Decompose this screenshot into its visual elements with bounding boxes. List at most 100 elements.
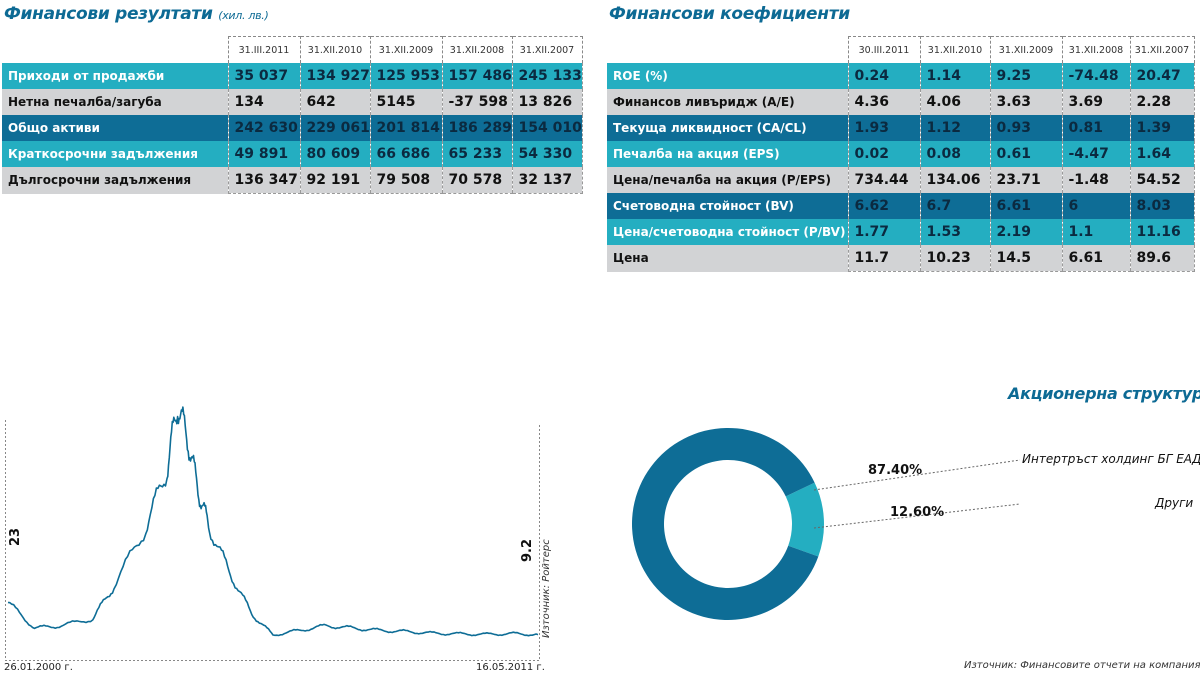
fk-cell-value: 10.23 [919,245,990,272]
fr-cell-value: 70 578 [441,167,512,194]
fk-table-row: Счетоводна стойност (BV) 6.62 6.7 6.61 6 8.03 [607,193,1195,219]
fk-cell-value: 3.69 [1061,89,1130,115]
fk-cell-value: 2.19 [989,219,1062,245]
fk-cell-value: 1.39 [1129,115,1195,141]
fr-cell-value: 92 191 [299,167,370,194]
fr-row-label: Нетна печалба/загуба [2,89,228,115]
slice-main-label: Интертръст холдинг БГ ЕАД [1022,452,1200,466]
fr-cell-value: 186 289 [441,115,512,141]
fr-cell-value: 66 686 [369,141,442,167]
fk-cell-value: 134.06 [919,167,990,193]
fk-cell-value: 6.7 [919,193,990,219]
fk-row-label: Финансов ливъридж (A/E) [607,89,848,115]
fr-cell-value: 201 814 [369,115,442,141]
fk-cell-value: 4.06 [919,89,990,115]
fk-table-row: Финансов ливъридж (A/E) 4.36 4.06 3.63 3.69 2… [607,89,1195,115]
fk-cell-value: 1.93 [847,115,920,141]
fr-cell-value: 134 927 [299,63,370,89]
fr-table-row: Дългосрочни задължения 136 347 92 191 79 50… [2,167,583,194]
fr-cell-value: 35 037 [227,63,300,89]
donut-slice-other [785,482,824,557]
fk-table-row: Цена 11.7 10.23 14.5 6.61 89.6 [607,245,1195,272]
fin-results-title: Финансови резултати (хил. лв.) [4,4,269,24]
fk-cell-value: 4.36 [847,89,920,115]
fr-cell-value: 154 010 [511,115,583,141]
slice-other-percent: 12.60% [890,505,945,520]
fk-column-header: 31.XII.2009 [989,36,1063,63]
fr-cell-value: 134 [227,89,300,115]
fk-cell-value: 6 [1061,193,1130,219]
shareholder-donut-chart [632,428,1021,620]
fr-cell-value: 136 347 [227,167,300,194]
fk-row-label: Цена/счетоводна стойност (P/BV) [607,219,848,245]
fk-cell-value: 11.16 [1129,219,1195,245]
end-value-label: 9.2 [520,538,535,562]
fk-cell-value: 6.61 [1061,245,1130,272]
fk-table-row: ROE (%) 0.24 1.14 9.25 -74.48 20.47 [607,63,1195,89]
fr-cell-value: 13 826 [511,89,583,115]
fr-row-label: Приходи от продажби [2,63,228,89]
fr-cell-value: 65 233 [441,141,512,167]
slice-main-percent: 87.40% [868,463,923,478]
donut-source-label: Източник: Финансовите отчети на компания… [964,660,1200,671]
fk-cell-value: 11.7 [847,245,920,272]
leader-line-other [813,503,1021,529]
fr-cell-value: 5145 [369,89,442,115]
fk-cell-value: 14.5 [989,245,1062,272]
x-end-label: 16.05.2011 г. [476,662,545,673]
fr-cell-value: 229 061 [299,115,370,141]
fk-cell-value: 0.61 [989,141,1062,167]
fr-column-header: 31.XII.2009 [369,36,443,63]
fk-header-blank [607,37,848,64]
chart-source-label: Източник: Ройтерс [541,539,552,638]
fr-cell-value: 125 953 [369,63,442,89]
fk-header-row: 30.III.2011 31.XII.2010 31.XII.2009 31.XII.… [607,36,1195,64]
fk-cell-value: 89.6 [1129,245,1195,272]
fr-row-label: Общо активи [2,115,228,141]
fk-cell-value: 0.24 [847,63,920,89]
fk-cell-value: 54.52 [1129,167,1195,193]
fk-cell-value: 9.25 [989,63,1062,89]
fr-cell-value: 242 630 [227,115,300,141]
slice-other-label: Други [1155,496,1194,510]
fr-header-row: 31.III.2011 31.XII.2010 31.XII.2009 31.XII.… [2,36,583,63]
fk-table-row: Цена/счетоводна стойност (P/BV) 1.77 1.53 2… [607,219,1195,245]
fk-row-label: Цена [607,245,848,272]
fk-table-row: Печалба на акция (EPS) 0.02 0.08 0.61 -4.47 1… [607,141,1195,167]
fr-column-header: 31.XII.2010 [299,36,371,63]
fk-row-label: Счетоводна стойност (BV) [607,193,848,219]
fr-column-header: 31.III.2011 [227,36,301,63]
fk-cell-value: 20.47 [1129,63,1195,89]
fk-cell-value: -4.47 [1061,141,1130,167]
fin-ratios-title: Финансови коефициенти [609,4,850,24]
fin-results-table: 31.III.2011 31.XII.2010 31.XII.2009 31.XII.… [2,36,583,194]
fr-table-row: Краткосрочни задължения 49 891 80 609 66 68… [2,141,583,167]
fr-cell-value: 157 486 [441,63,512,89]
fk-cell-value: 1.1 [1061,219,1130,245]
fk-row-label: Цена/печалба на акция (P/EPS) [607,167,848,193]
fk-table-row: Текуща ликвидност (CA/CL) 1.93 1.12 0.93 0.8… [607,115,1195,141]
fk-cell-value: 2.28 [1129,89,1195,115]
fk-cell-value: 1.64 [1129,141,1195,167]
fr-column-header: 31.XII.2008 [441,36,513,63]
fk-cell-value: 1.12 [919,115,990,141]
fk-cell-value: 734.44 [847,167,920,193]
fk-row-label: ROE (%) [607,63,848,89]
fr-row-label: Дългосрочни задължения [2,167,228,194]
fk-row-label: Текуща ликвидност (CA/CL) [607,115,848,141]
fin-ratios-table: 30.III.2011 31.XII.2010 31.XII.2009 31.XII.… [607,36,1195,272]
x-start-label: 26.01.2000 г. [4,662,73,673]
fr-cell-value: 49 891 [227,141,300,167]
fk-cell-value: 6.62 [847,193,920,219]
fr-cell-value: 32 137 [511,167,583,194]
fk-cell-value: 3.63 [989,89,1062,115]
fr-cell-value: 54 330 [511,141,583,167]
start-value-label: 23 [8,527,23,546]
fk-cell-value: 8.03 [1129,193,1195,219]
fk-cell-value: 0.02 [847,141,920,167]
fr-table-row: Общо активи 242 630 229 061 201 814 186 289 1… [2,115,583,141]
fk-column-header: 30.III.2011 [847,36,921,63]
fr-row-label: Краткосрочни задължения [2,141,228,167]
fk-cell-value: 0.81 [1061,115,1130,141]
fk-cell-value: -74.48 [1061,63,1130,89]
